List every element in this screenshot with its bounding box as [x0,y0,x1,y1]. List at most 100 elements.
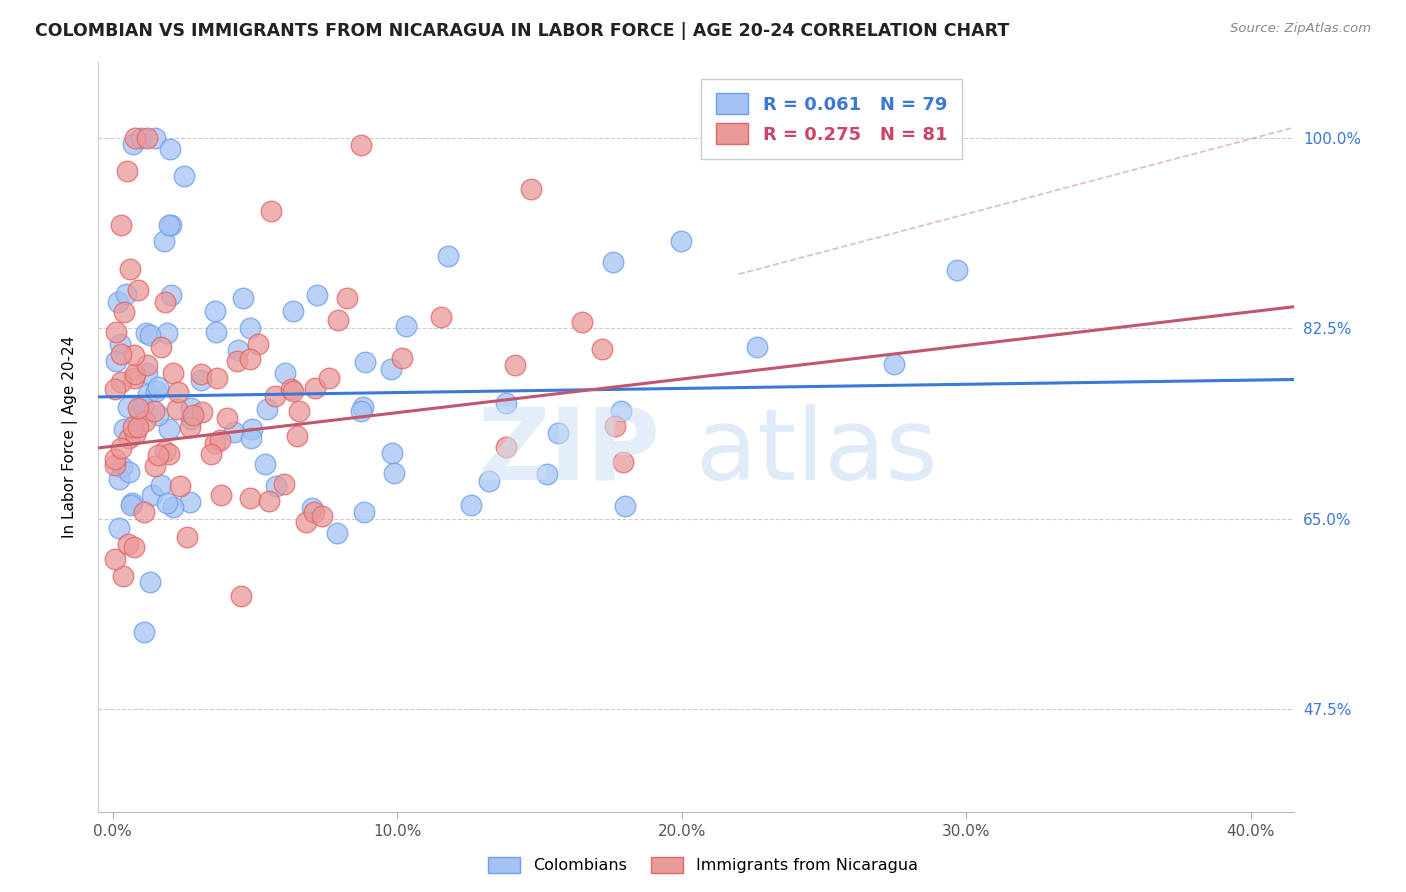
Point [311,508,333,523]
Point [132,399,155,413]
Point [176,530,198,544]
Point [143,131,166,145]
Point [547,425,569,440]
Point [239,491,262,505]
Point [157,422,180,436]
Point [135,131,157,145]
Point [349,404,371,418]
Point [239,351,262,366]
Point [318,371,340,385]
Point [118,431,141,445]
Point [117,400,139,414]
Point [167,384,190,399]
Point [104,382,127,396]
Point [112,305,135,319]
Point [571,315,593,329]
Point [288,404,311,418]
Point [162,500,184,514]
Point [477,474,499,488]
Point [110,375,132,389]
Point [326,525,349,540]
Point [124,427,146,442]
Point [190,368,212,382]
Point [127,284,149,298]
Text: atlas: atlas [696,403,938,500]
Point [111,568,134,582]
Point [159,218,181,232]
Point [247,336,270,351]
Point [134,326,156,341]
Point [381,446,404,460]
Point [121,136,143,151]
Point [159,142,181,156]
Point [430,310,453,324]
Point [215,411,238,425]
Point [231,590,253,604]
Point [232,291,254,305]
Point [205,370,228,384]
Point [274,367,297,381]
Point [145,384,167,398]
Point [536,467,558,481]
Point [520,182,543,196]
Point [129,408,152,422]
Point [614,499,637,513]
Point [143,403,166,417]
Point [280,382,302,396]
Point [105,325,128,339]
Point [352,400,374,414]
Point [107,295,129,310]
Point [301,500,323,515]
Text: ZIP: ZIP [477,403,661,500]
Point [209,488,232,502]
Point [204,325,226,339]
Point [107,473,129,487]
Point [226,353,249,368]
Point [304,381,326,395]
Point [253,458,276,472]
Point [124,131,146,145]
Point [141,488,163,502]
Legend: Colombians, Immigrants from Nicaragua: Colombians, Immigrants from Nicaragua [482,850,924,880]
Point [208,433,231,447]
Point [149,340,172,354]
Y-axis label: In Labor Force | Age 20-24: In Labor Force | Age 20-24 [62,336,77,538]
Point [127,401,149,415]
Point [256,401,278,416]
Point [166,401,188,416]
Point [285,429,308,443]
Point [190,373,212,387]
Point [495,395,517,409]
Point [115,164,138,178]
Point [111,459,134,474]
Point [135,358,157,372]
Point [180,411,202,425]
Point [238,321,260,335]
Point [110,441,132,455]
Point [350,138,373,153]
Point [118,261,141,276]
Point [105,354,128,368]
Point [946,262,969,277]
Point [669,234,692,248]
Point [120,498,142,512]
Point [190,405,212,419]
Point [180,401,202,416]
Point [146,448,169,462]
Point [122,420,145,434]
Point [591,342,613,356]
Point [162,366,184,380]
Point [226,343,249,357]
Point [204,303,226,318]
Point [112,422,135,436]
Point [384,467,406,481]
Point [169,479,191,493]
Point [263,388,285,402]
Point [104,451,127,466]
Point [143,459,166,474]
Point [179,420,201,434]
Point [173,169,195,184]
Point [108,521,131,535]
Point [503,358,526,372]
Point [273,477,295,491]
